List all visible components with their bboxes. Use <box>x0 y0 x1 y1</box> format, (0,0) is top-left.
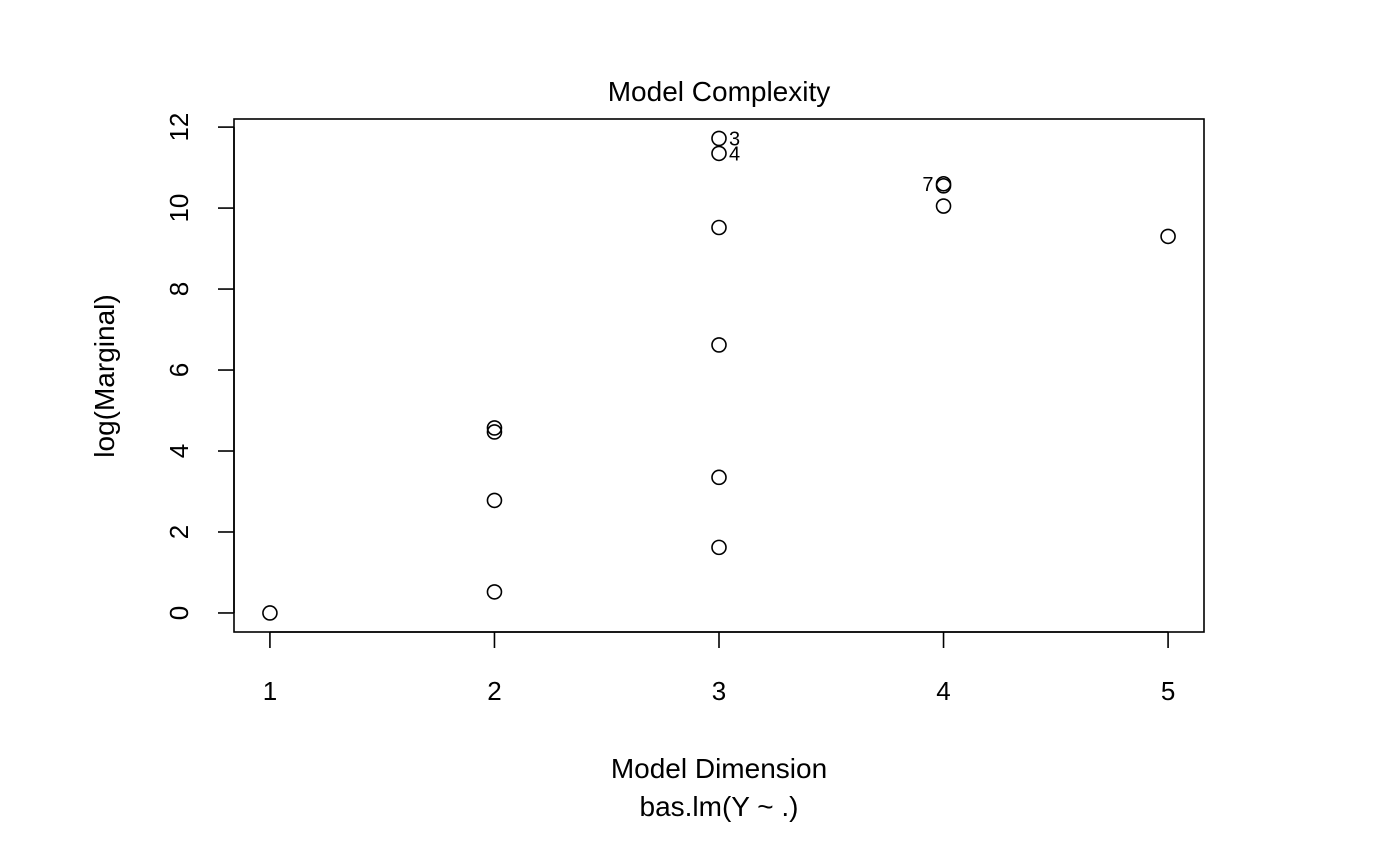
y-tick-label: 12 <box>164 113 194 142</box>
data-point <box>711 130 727 147</box>
data-point <box>711 337 727 353</box>
data-points: 43 7 <box>262 128 1176 621</box>
data-point <box>486 492 503 509</box>
x-tick-label: 1 <box>263 676 277 706</box>
data-point <box>711 539 727 556</box>
data-point <box>711 469 727 486</box>
data-point <box>486 420 503 436</box>
data-point <box>711 219 727 236</box>
point-label: 7 <box>922 174 933 196</box>
x-axis-title: Model Dimension <box>611 753 827 784</box>
data-point <box>711 145 727 162</box>
y-tick-label: 0 <box>164 606 194 620</box>
chart-subtitle: bas.lm(Y ~ .) <box>640 791 799 822</box>
point-label: 4 <box>729 143 740 165</box>
y-axis-title: log(Marginal) <box>89 294 120 457</box>
data-point <box>486 424 503 440</box>
x-tick-label: 3 <box>712 676 726 706</box>
data-point <box>486 584 503 600</box>
x-axis: 1 2 3 4 5 <box>263 631 1175 706</box>
x-tick-label: 2 <box>487 676 501 706</box>
y-tick-label: 10 <box>164 194 194 223</box>
data-point <box>1160 228 1176 245</box>
data-point <box>935 198 952 214</box>
x-tick-label: 5 <box>1161 676 1175 706</box>
y-tick-label: 8 <box>164 282 194 296</box>
x-tick-label: 4 <box>936 676 950 706</box>
y-axis: 0 2 4 6 8 10 12 <box>164 113 235 620</box>
y-tick-label: 6 <box>164 363 194 377</box>
y-tick-label: 2 <box>164 525 194 539</box>
data-point <box>935 175 952 192</box>
point-label: 3 <box>729 128 740 150</box>
data-point <box>262 605 278 621</box>
chart-title: Model Complexity <box>608 76 831 107</box>
y-tick-label: 4 <box>164 444 194 458</box>
